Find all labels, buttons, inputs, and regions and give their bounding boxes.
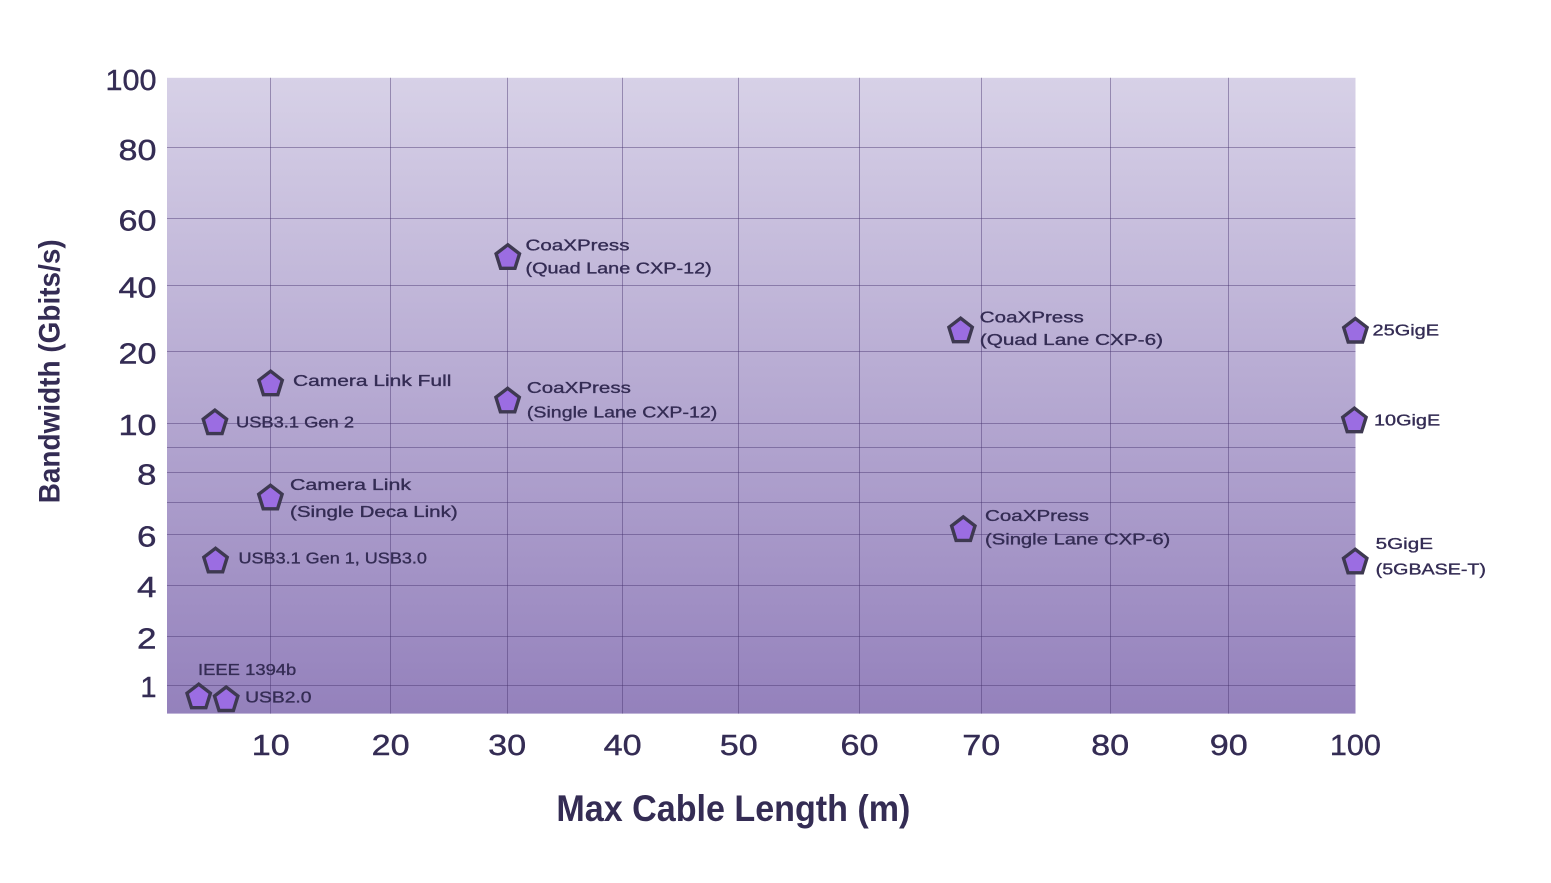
svg-text:2: 2 [137,623,157,655]
svg-text:(Single Deca Link): (Single Deca Link) [290,504,458,521]
svg-text:CoaXPress: CoaXPress [526,238,630,255]
svg-text:60: 60 [841,730,879,762]
svg-text:(Quad Lane CXP-6): (Quad Lane CXP-6) [980,332,1163,349]
svg-text:Camera Link Full: Camera Link Full [293,373,451,390]
svg-text:6: 6 [137,522,157,554]
svg-text:1: 1 [140,672,156,704]
svg-text:20: 20 [372,730,410,762]
svg-text:5GigE: 5GigE [1376,536,1433,553]
svg-text:USB3.1 Gen 2: USB3.1 Gen 2 [236,415,354,432]
svg-text:90: 90 [1210,730,1248,762]
svg-text:4: 4 [137,572,157,604]
svg-text:70: 70 [962,730,1000,762]
svg-text:Bandwidth (Gbits/s): Bandwidth (Gbits/s) [34,239,67,503]
svg-text:30: 30 [488,730,526,762]
svg-text:10: 10 [252,730,290,762]
svg-text:50: 50 [720,730,758,762]
svg-text:USB3.1 Gen 1, USB3.0: USB3.1 Gen 1, USB3.0 [239,550,428,567]
svg-text:80: 80 [1091,730,1129,762]
svg-text:20: 20 [119,338,157,370]
svg-text:CoaXPress: CoaXPress [980,310,1084,327]
svg-text:10: 10 [119,410,157,442]
svg-text:Camera Link: Camera Link [290,477,412,494]
svg-text:USB2.0: USB2.0 [245,690,312,707]
svg-text:40: 40 [119,273,157,305]
svg-text:100: 100 [1330,730,1381,762]
svg-text:Max Cable Length (m): Max Cable Length (m) [556,788,910,829]
svg-text:(Single Lane CXP-6): (Single Lane CXP-6) [985,532,1170,549]
svg-text:10GigE: 10GigE [1374,413,1440,430]
svg-text:CoaXPress: CoaXPress [527,380,631,397]
svg-text:IEEE 1394b: IEEE 1394b [198,662,296,679]
svg-text:(Quad Lane CXP-12): (Quad Lane CXP-12) [526,261,712,278]
svg-text:100: 100 [106,65,157,97]
svg-text:CoaXPress: CoaXPress [985,508,1089,525]
svg-text:(Single Lane CXP-12): (Single Lane CXP-12) [527,404,717,421]
svg-text:8: 8 [137,460,157,492]
svg-text:25GigE: 25GigE [1373,322,1440,339]
svg-text:80: 80 [119,135,157,167]
svg-text:40: 40 [604,730,642,762]
svg-text:(5GBASE-T): (5GBASE-T) [1376,562,1486,579]
svg-text:60: 60 [119,205,157,237]
